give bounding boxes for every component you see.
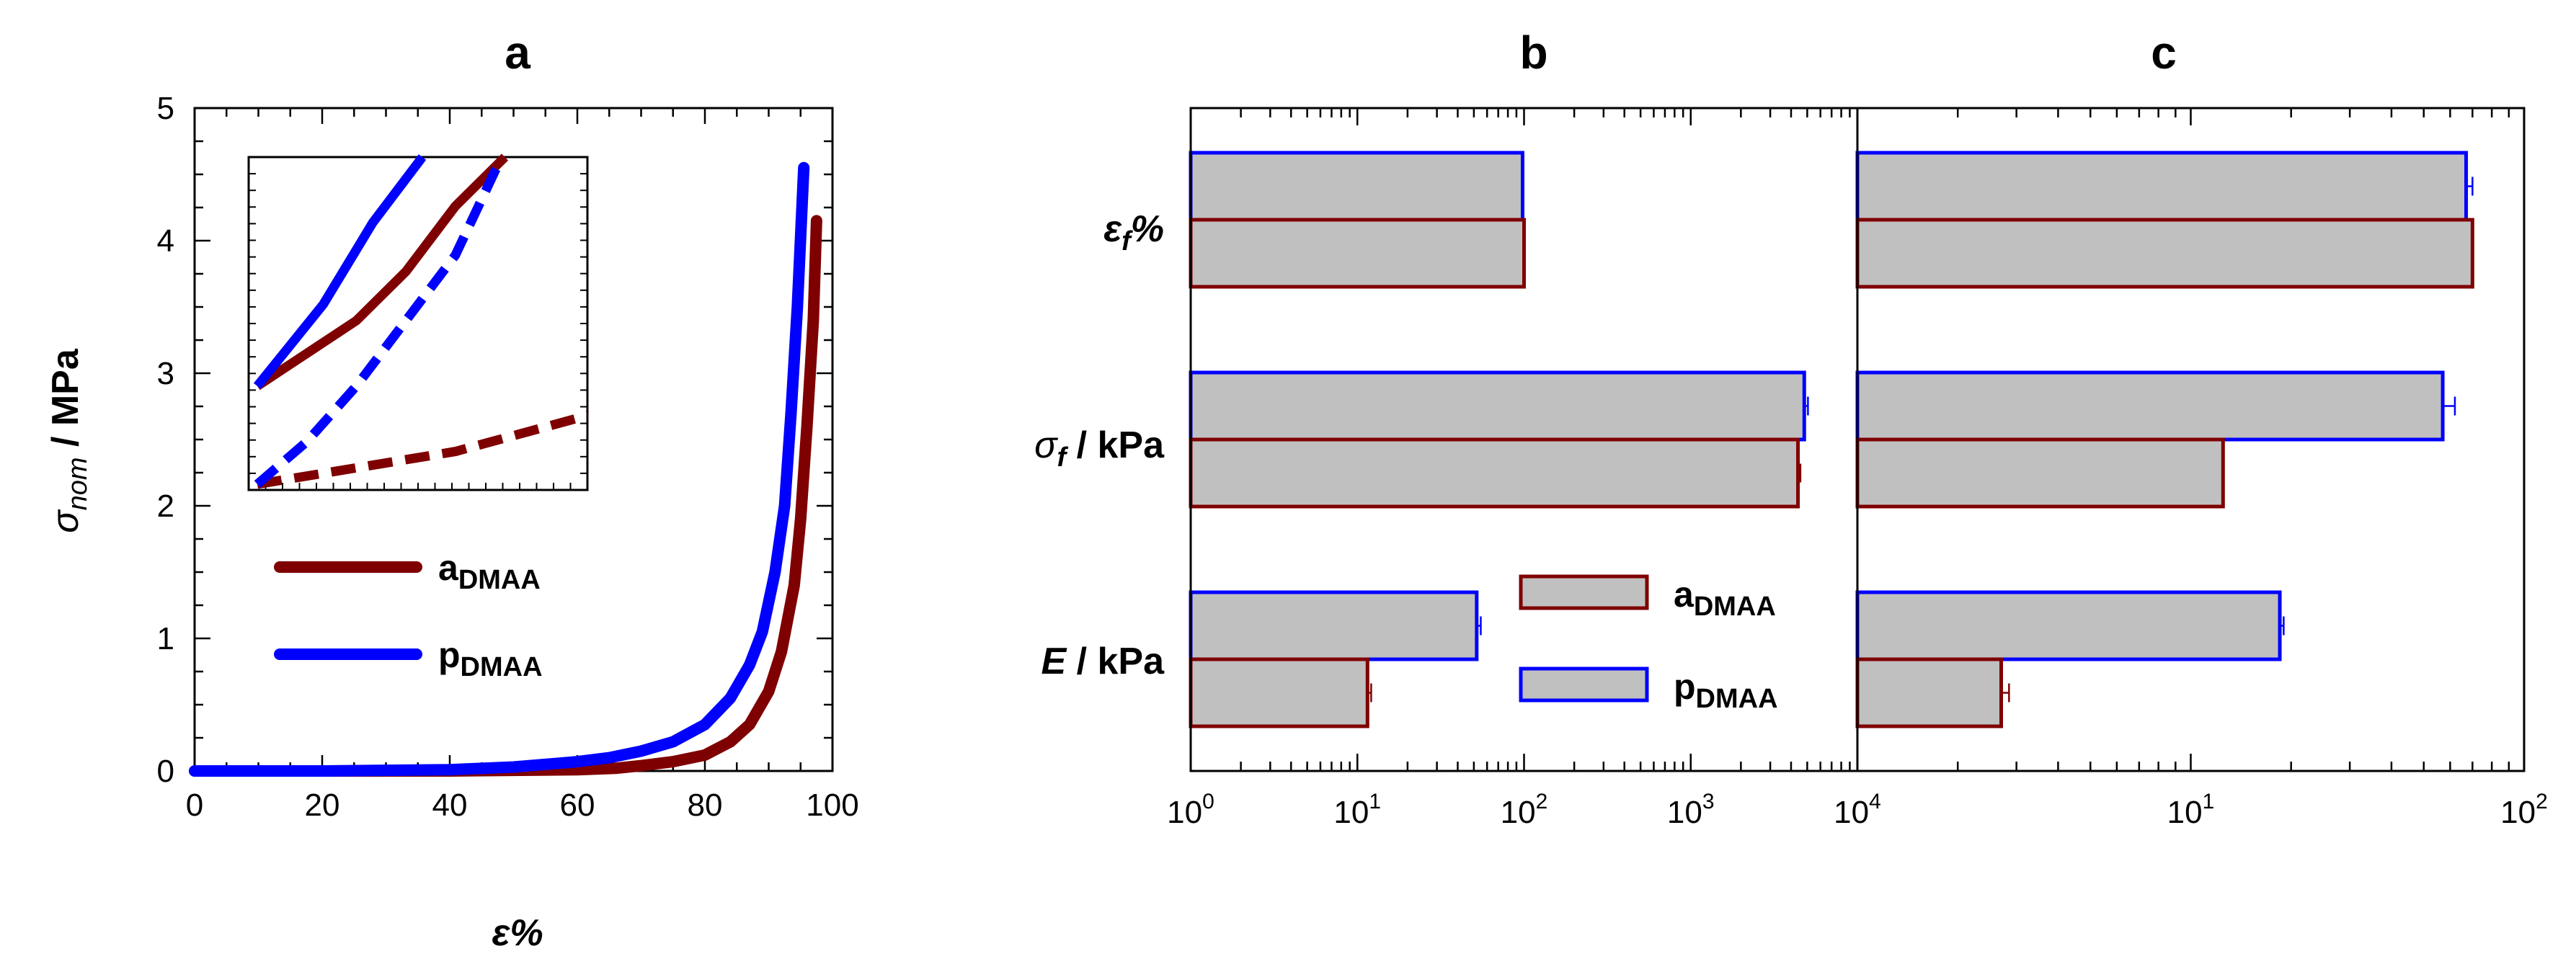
legend-b-label-p: pDMAA	[1674, 666, 1778, 714]
x-tick-label: 104	[1834, 790, 1881, 830]
panel-a-series	[189, 161, 822, 777]
bar-aDMAA-1	[1855, 437, 2225, 509]
y-tick-label: 2	[157, 489, 174, 524]
legend-b-box-a	[1519, 574, 1649, 610]
legend-a-label-a: aDMAA	[438, 548, 541, 595]
category-label-stress: σf / kPa	[1034, 424, 1165, 473]
inset-line-a-solid	[254, 153, 509, 391]
y-tick-label: 4	[157, 223, 174, 259]
x-tick-label: 60	[560, 788, 595, 823]
panel-a-ylabel: σnom / MPa	[45, 348, 93, 533]
panel-a-legend: aDMAA pDMAA	[274, 548, 543, 682]
x-tick-label: 0	[186, 788, 203, 823]
bar-pDMAA-1	[1189, 370, 1806, 442]
panel-a-xlabel: ε%	[492, 912, 543, 954]
panel-b-bars	[1189, 151, 1809, 728]
panel-a-ticks: 0 20 40 60 80 100 0 1 2 3 4 5	[157, 91, 859, 823]
legend-b-box-p	[1519, 666, 1649, 703]
panel-b-ticks: 100 101 102 103 104	[1167, 108, 1881, 830]
x-tick-label: 103	[1667, 790, 1715, 830]
inset-line-p-dashed	[254, 155, 506, 488]
bar-aDMAA-2	[1855, 218, 2474, 289]
y-tick-label: 3	[157, 356, 174, 391]
bar-pDMAA-2	[1189, 151, 1524, 222]
panel-a: a 0 20 40 60 80 100 0 1 2 3 4 5 aDMAA pDMAA ε% σnom…	[45, 27, 859, 954]
y-tick-label: 1	[157, 621, 174, 656]
panel-c-bars	[1855, 151, 2474, 728]
bar-pDMAA-2	[1855, 151, 2469, 222]
bar-aDMAA-2	[1189, 218, 1526, 289]
bar-pDMAA-0	[1855, 590, 2282, 661]
y-tick-label: 0	[157, 754, 174, 789]
x-tick-label: 80	[688, 788, 723, 823]
bar-aDMAA-1	[1189, 437, 1800, 509]
bar-pDMAA-0	[1189, 590, 1479, 661]
inset-line-p-solid	[253, 154, 427, 389]
panel-b-legend: aDMAA pDMAA	[1519, 574, 1778, 714]
series-line-pDMAA	[189, 161, 810, 777]
panel-a-title: a	[505, 27, 530, 79]
bar-aDMAA-0	[1855, 657, 2004, 728]
legend-b-label-a: aDMAA	[1674, 574, 1776, 622]
bar-pDMAA-1	[1855, 370, 2445, 442]
category-labels: εf% σf / kPa E / kPa	[1034, 208, 1165, 682]
x-tick-label: 101	[2167, 790, 2215, 830]
inset-frame	[247, 156, 589, 491]
category-label-modulus: E / kPa	[1041, 641, 1165, 682]
x-tick-label: 100	[1167, 790, 1214, 830]
x-tick-label: 102	[2500, 790, 2548, 830]
category-label-strain: εf%	[1103, 208, 1164, 257]
legend-a-label-p: pDMAA	[438, 635, 543, 682]
x-tick-label: 102	[1501, 790, 1548, 830]
panel-c-title: c	[2151, 27, 2177, 79]
panel-b: b 100 101 102 103 104 aDMAA pDMAA	[1167, 27, 1881, 830]
x-tick-label: 101	[1333, 790, 1381, 830]
inset-series	[253, 153, 589, 489]
x-tick-label: 100	[806, 788, 858, 823]
x-tick-label: 40	[432, 788, 468, 823]
inset-ticks	[248, 156, 588, 491]
panel-b-title: b	[1519, 27, 1547, 79]
inset-line-a-dashed	[256, 411, 589, 489]
bar-aDMAA-0	[1189, 657, 1369, 728]
x-tick-label: 20	[305, 788, 340, 823]
panel-c: c 101 102	[1855, 27, 2548, 830]
panel-c-ticks: 101 102	[1856, 108, 2548, 830]
y-tick-label: 5	[157, 91, 174, 126]
